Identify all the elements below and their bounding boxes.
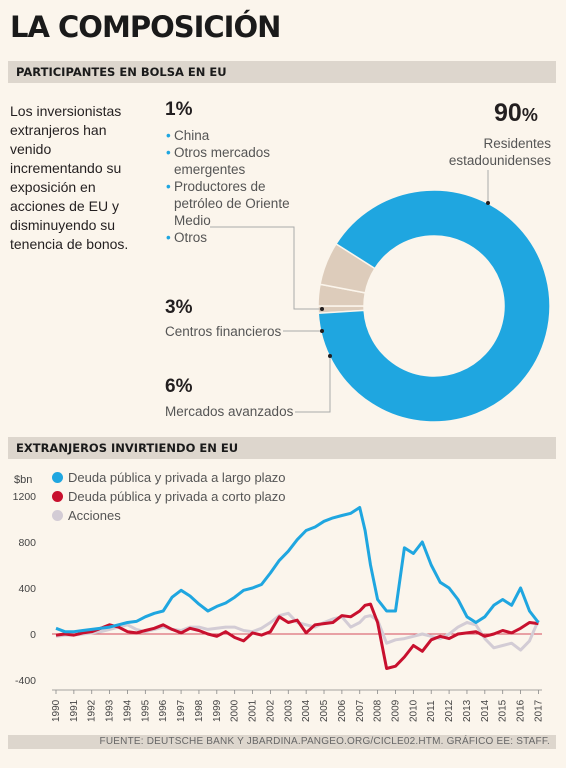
x-tick-label: 2001 <box>248 699 259 722</box>
footer: FUENTE: DEUTSCHE BANK Y JBARDINA.PANGEO.… <box>8 735 556 749</box>
x-tick-label: 1990 <box>51 699 62 722</box>
x-tick-label: 2014 <box>480 699 491 722</box>
list-1pct: • China • Otros mercados emergentes • Produ… <box>166 127 316 246</box>
x-tick-label: 2000 <box>230 699 241 722</box>
leader-dot-3 <box>320 329 324 333</box>
source-text: FUENTE: DEUTSCHE BANK Y JBARDINA.PANGEO.… <box>99 736 550 747</box>
x-tick-label: 1995 <box>140 699 151 722</box>
x-tick-label: 1998 <box>194 699 205 722</box>
section-header-participantes: PARTICIPANTES EN BOLSA EN EU <box>8 61 556 83</box>
x-tick-label: 2016 <box>516 699 527 722</box>
section-header-extranjeros: EXTRANJEROS INVIRTIENDO EN EU <box>8 437 556 459</box>
y-tick-label: 1200 <box>13 491 37 503</box>
leader-line-6 <box>295 356 331 413</box>
legend: Deuda pública y privada a largo plazo De… <box>52 468 286 525</box>
bullet-icon: • <box>166 145 171 160</box>
list-item: • Otros mercados emergentes <box>166 145 271 177</box>
bullet-icon: • <box>166 128 171 143</box>
label-90: Residentes estadounidenses <box>448 136 551 168</box>
bullet-icon: • <box>166 179 171 194</box>
x-tick-label: 2007 <box>355 699 366 722</box>
x-tick-label: 1993 <box>105 699 116 722</box>
x-tick-label: 2013 <box>462 699 473 722</box>
pct-6: 6% <box>165 376 193 397</box>
leader-dot-6 <box>328 354 332 358</box>
x-tick-label: 1997 <box>176 699 187 722</box>
leader-line-1 <box>210 226 322 310</box>
pct-90: 90% <box>494 99 538 127</box>
series-short-term-line <box>55 602 539 670</box>
x-tick-label: 1996 <box>158 699 169 722</box>
list-item: • China <box>166 128 210 143</box>
list-item: • Otros <box>166 230 208 245</box>
x-tick-label: 2011 <box>426 700 437 722</box>
pct-3: 3% <box>165 297 193 318</box>
x-tick-label: 2012 <box>444 699 455 722</box>
section-title: EXTRANJEROS INVIRTIENDO EN EU <box>16 441 239 455</box>
series-acciones-line <box>55 611 540 652</box>
legend-item-long-term: Deuda pública y privada a largo plazo <box>52 468 286 487</box>
legend-item-acciones: Acciones <box>52 506 286 525</box>
donut-slice-residentes <box>317 189 551 423</box>
y-axis-unit: $bn <box>14 474 33 486</box>
x-tick-label: 2008 <box>373 699 384 722</box>
list-item: • Productores de petróleo de Oriente Medi… <box>166 179 290 228</box>
leader-dot-90 <box>486 201 490 205</box>
legend-dot-icon <box>52 510 63 521</box>
legend-dot-icon <box>52 491 63 502</box>
x-tick-label: 2005 <box>319 699 330 722</box>
x-tick-label: 2009 <box>390 699 401 722</box>
page-title: LA COMPOSICIÓN <box>10 10 281 44</box>
x-tick-label: 2003 <box>283 699 294 722</box>
pct-1: 1% <box>165 99 193 120</box>
x-tick-label: 1994 <box>122 699 133 722</box>
section-title: PARTICIPANTES EN BOLSA EN EU <box>16 65 227 79</box>
y-tick-label: 400 <box>18 583 36 595</box>
label-6: Mercados avanzados <box>165 404 294 419</box>
x-tick-label: 1999 <box>212 699 223 722</box>
x-tick-label: 2004 <box>301 699 312 722</box>
x-tick-label: 1992 <box>87 699 98 722</box>
x-tick-label: 1991 <box>69 699 80 722</box>
legend-dot-icon <box>52 472 63 483</box>
x-tick-label: 2015 <box>498 699 509 722</box>
x-tick-label: 2010 <box>408 699 419 722</box>
x-tick-label: 2002 <box>265 699 276 722</box>
y-tick-label: 800 <box>18 537 36 549</box>
bullet-icon: • <box>166 230 171 245</box>
x-tick-label: 2006 <box>337 699 348 722</box>
y-tick-label: 0 <box>30 629 36 641</box>
label-3: Centros financieros <box>165 324 282 339</box>
intro-text: Los inversionistas extranjeros han venid… <box>10 103 129 252</box>
y-tick-label: -400 <box>15 675 36 687</box>
leader-dot-1 <box>320 307 324 311</box>
series-long-term-line <box>55 506 540 634</box>
legend-item-short-term: Deuda pública y privada a corto plazo <box>52 487 286 506</box>
x-tick-label: 2017 <box>533 699 544 722</box>
